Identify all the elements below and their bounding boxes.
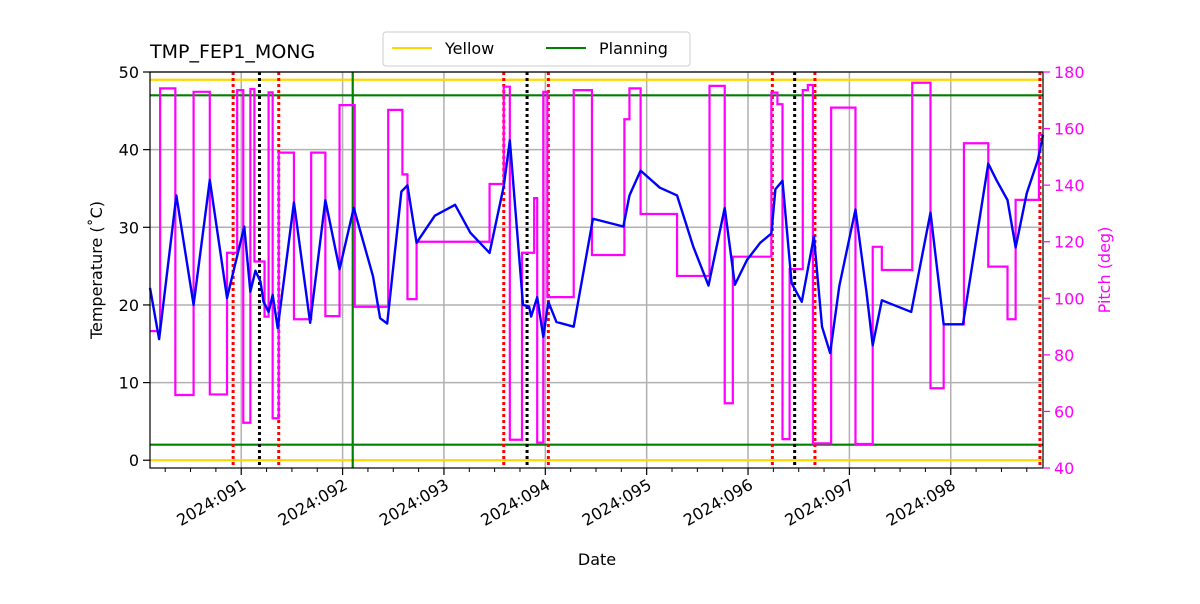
y2-axis-label: Pitch (deg) <box>1095 227 1114 314</box>
y-tick-label: 50 <box>119 63 139 82</box>
y2-tick-label: 60 <box>1054 402 1074 421</box>
limit-lines <box>150 78 1043 462</box>
y-tick-label: 20 <box>119 296 139 315</box>
y2-tick-label: 160 <box>1054 120 1085 139</box>
legend-planning-label: Planning <box>599 39 668 58</box>
y-tick-label: 10 <box>119 374 139 393</box>
y2-tick-label: 120 <box>1054 233 1085 252</box>
legend-yellow-label: Yellow <box>444 39 494 58</box>
y2-tick-label: 80 <box>1054 346 1074 365</box>
y-tick-label: 0 <box>129 451 139 470</box>
y2-tick-label: 40 <box>1054 459 1074 478</box>
temperature-line <box>148 134 1045 355</box>
y2-tick-label: 100 <box>1054 289 1085 308</box>
legend: Yellow Planning <box>382 31 691 67</box>
series <box>148 81 1045 446</box>
y2-tick-label: 180 <box>1054 63 1085 82</box>
legend-box <box>382 31 691 67</box>
y2-tick-label: 140 <box>1054 176 1085 195</box>
x-axis-label: Date <box>578 550 616 569</box>
y-axis-label: Temperature (˚C) <box>87 201 106 340</box>
y-tick-label: 40 <box>119 141 139 160</box>
chart-title: TMP_FEP1_MONG <box>149 41 315 63</box>
plot-frame <box>149 71 1044 469</box>
y-tick-label: 30 <box>119 218 139 237</box>
